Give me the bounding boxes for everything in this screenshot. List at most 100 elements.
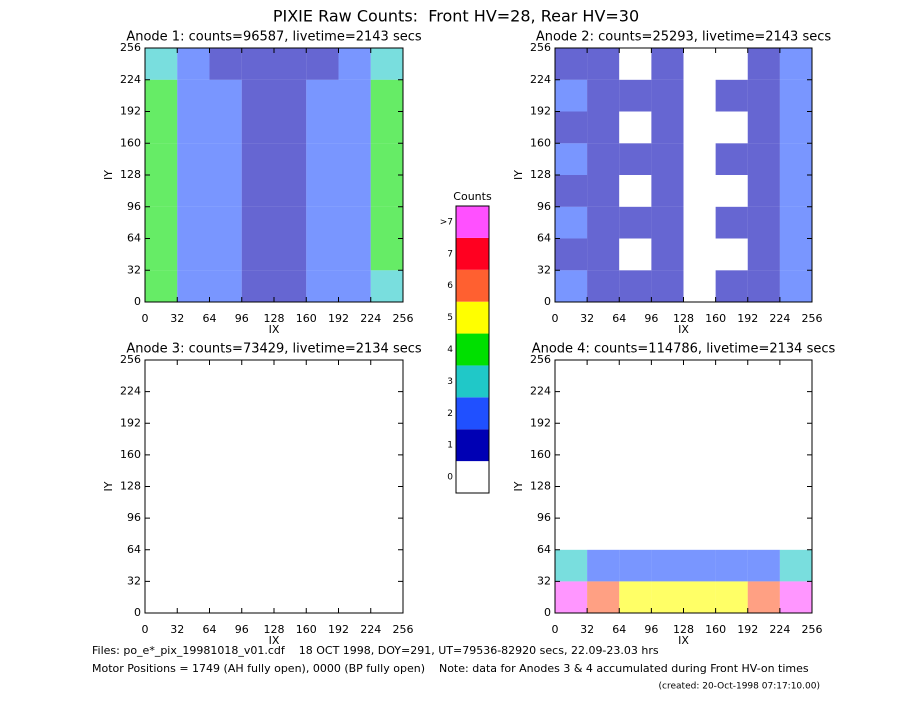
heatmap-cell [555,238,588,271]
heatmap-cell [209,270,242,302]
heatmap-cell [555,360,588,392]
y-tick-label: 256 [120,353,141,366]
heatmap-cell [145,454,178,487]
heatmap-cell [651,79,684,112]
heatmap-cell [209,175,242,207]
heatmap-cell [715,486,748,519]
y-tick-label: 160 [530,136,551,149]
heatmap-cell [145,48,178,80]
colorbar-swatch [456,333,489,366]
y-tick-label: 32 [537,574,551,587]
colorbar-swatch [456,301,489,334]
heatmap-cell [651,360,684,392]
y-tick-label: 224 [530,73,551,86]
heatmap-cell [747,48,780,80]
heatmap-cell [587,111,620,144]
heatmap-cell [747,360,780,392]
x-tick-label: 32 [170,623,184,636]
x-tick-label: 224 [769,312,790,325]
heatmap-cell [619,238,652,271]
heatmap-cell [715,581,748,613]
y-tick-label: 64 [537,543,551,556]
heatmap-cell [306,175,339,207]
heatmap-cell [274,360,307,392]
heatmap-cell [747,423,780,455]
heatmap-cell [274,175,307,207]
heatmap-cell [651,454,684,487]
x-axis-label: IX [678,323,689,336]
heatmap-cell [779,238,812,271]
heatmap-cell [241,360,274,392]
heatmap-cell [747,391,780,424]
heatmap-cell [338,549,371,582]
heatmap-cell [715,238,748,271]
y-tick-label: 224 [120,73,141,86]
heatmap-cell [306,270,339,302]
heatmap-cell [683,143,716,175]
heatmap-cell [683,360,716,392]
y-tick-label: 32 [537,263,551,276]
heatmap-cell [370,391,403,424]
x-axis-label: IX [269,323,280,336]
heatmap-cell [306,360,339,392]
heatmap-cell [715,423,748,455]
heatmap-cell [555,518,588,550]
heatmap-cell [683,454,716,487]
heatmap-cell [779,581,812,613]
heatmap-cell [306,238,339,271]
heatmap-cell [683,518,716,550]
heatmap-cell [747,79,780,112]
heatmap-cell [555,581,588,613]
heatmap-cell [779,143,812,175]
x-tick-label: 0 [142,312,149,325]
heatmap-cell [619,581,652,613]
heatmap-cell [370,111,403,144]
heatmap-cell [274,206,307,239]
heatmap-cell [587,238,620,271]
x-tick-label: 192 [328,623,349,636]
y-tick-label: 192 [530,416,551,429]
heatmap-cell [241,486,274,519]
heatmap-cell [209,238,242,271]
heatmap-cell [338,270,371,302]
x-tick-label: 0 [552,623,559,636]
heatmap-cell [370,270,403,302]
x-tick-label: 128 [673,312,694,325]
heatmap-cell [274,238,307,271]
heatmap-cell [779,175,812,207]
heatmap-cell [274,143,307,175]
x-tick-label: 160 [705,623,726,636]
heatmap-cell [306,454,339,487]
heatmap-cell [715,518,748,550]
heatmap-cell [306,518,339,550]
heatmap-cell [619,175,652,207]
heatmap-cell [177,143,210,175]
y-axis-label: IY [102,481,115,491]
x-tick-label: 128 [673,623,694,636]
heatmap-cell [274,423,307,455]
y-tick-label: 160 [120,448,141,461]
heatmap-cell [619,423,652,455]
heatmap-cell [715,549,748,582]
heatmap-cell [338,79,371,112]
x-tick-label: 128 [264,623,285,636]
x-axis-label: IX [269,634,280,647]
heatmap-cell [241,238,274,271]
heatmap-cell [555,143,588,175]
heatmap-cell [306,48,339,80]
heatmap-cell [274,518,307,550]
x-tick-label: 256 [393,623,414,636]
x-tick-label: 96 [235,312,249,325]
colorbar-label: 1 [447,441,453,451]
heatmap-cell [619,486,652,519]
heatmap-cell [338,581,371,613]
heatmap-cell [779,518,812,550]
heatmap-cell [619,206,652,239]
heatmap-cell [651,486,684,519]
heatmap-cell [177,270,210,302]
panel-title: Anode 1: counts=96587, livetime=2143 sec… [126,30,422,45]
x-tick-label: 224 [360,312,381,325]
heatmap-cell [241,270,274,302]
heatmap-cell [177,391,210,424]
x-tick-label: 96 [235,623,249,636]
